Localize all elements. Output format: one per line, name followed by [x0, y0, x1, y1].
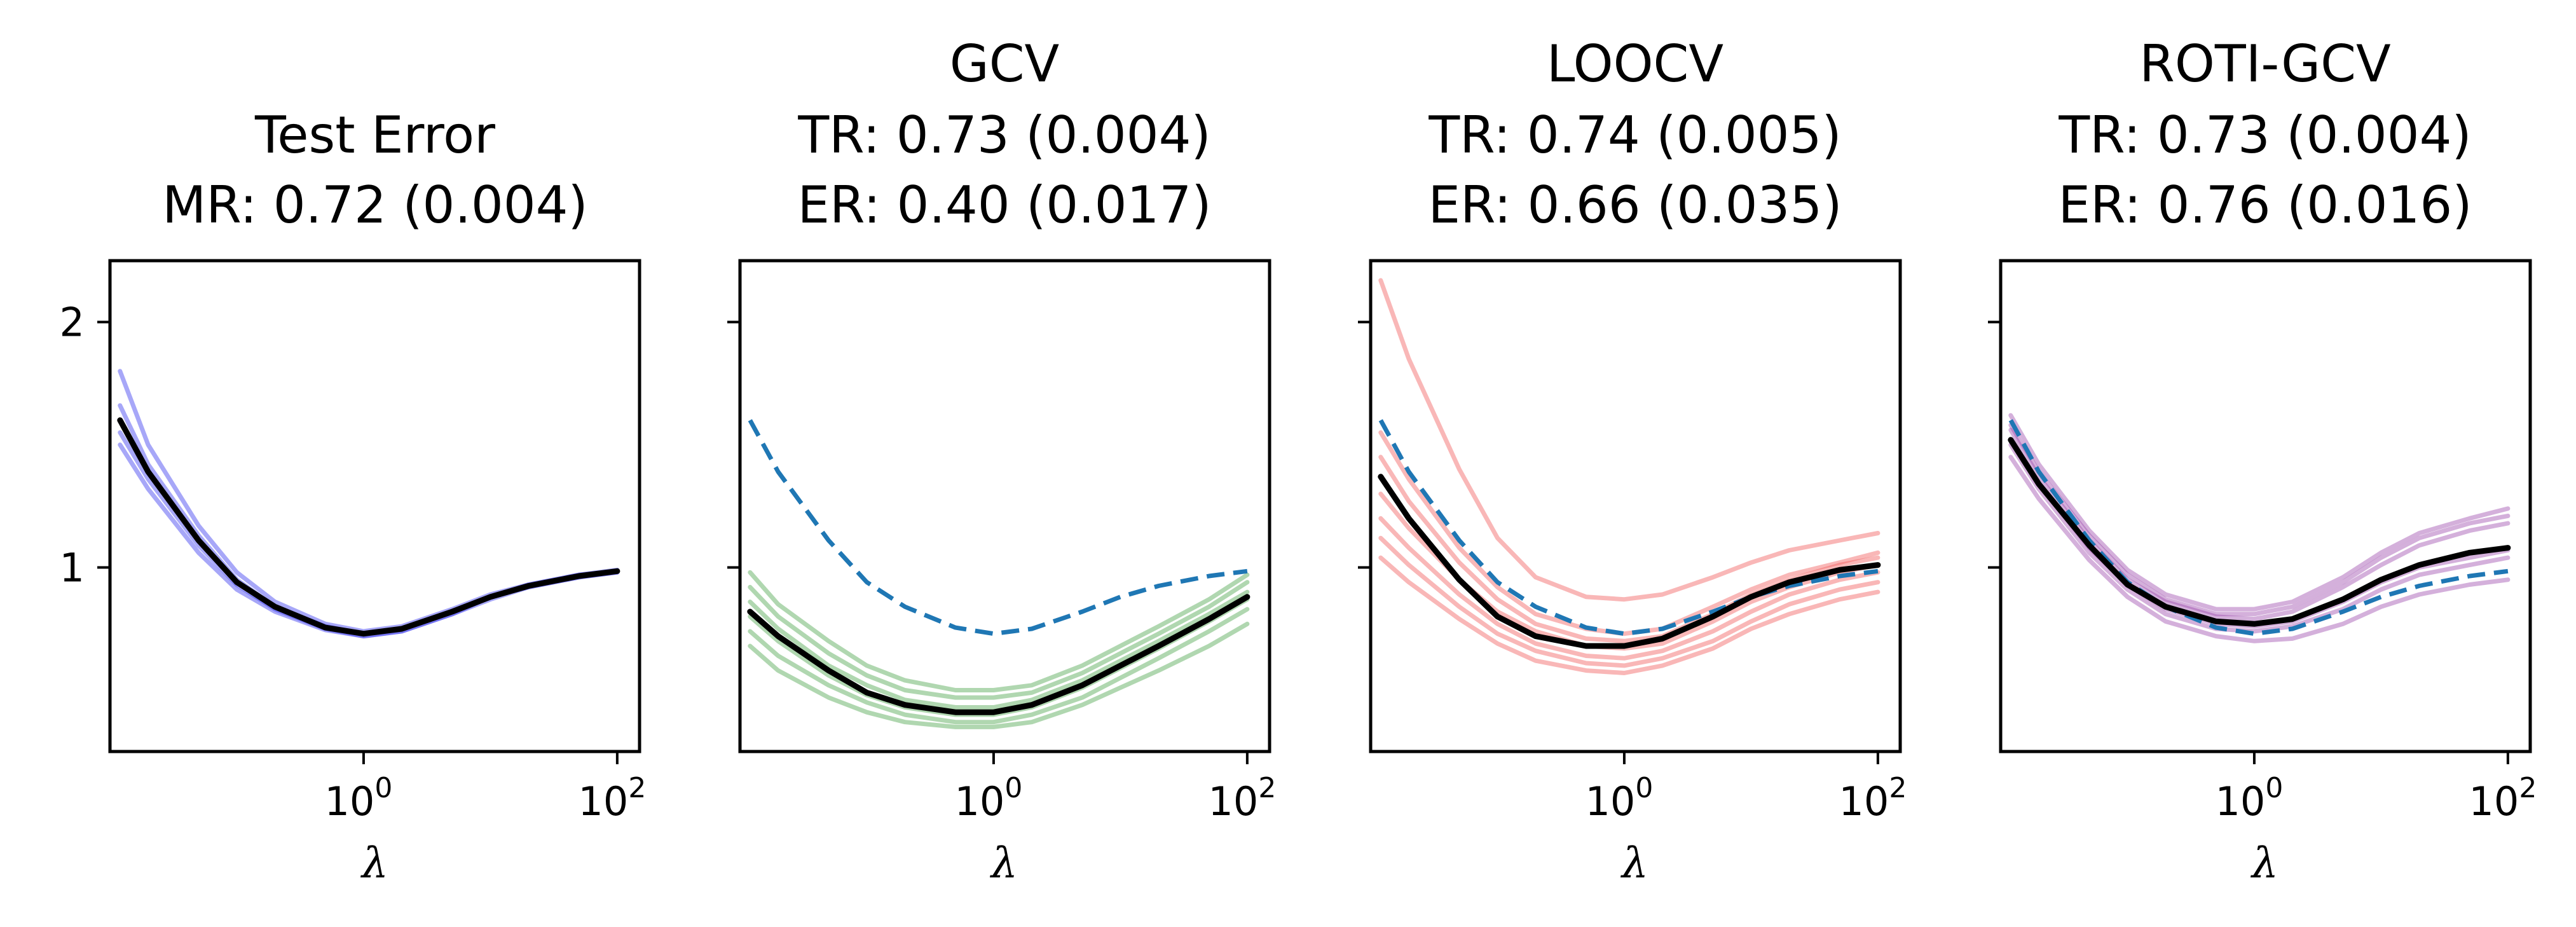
panel-title-line: GCV	[950, 34, 1060, 93]
x-axis-label: λ	[2250, 839, 2278, 888]
panel-title-line: MR: 0.72 (0.004)	[162, 175, 588, 235]
test-error-dashed-line	[748, 419, 1248, 636]
plot-area	[747, 419, 1250, 729]
panel-title-line: TR: 0.74 (0.005)	[1428, 106, 1841, 165]
panel-title-line: Test Error	[254, 106, 495, 165]
average-line	[117, 417, 620, 637]
x-axis-label: λ	[989, 839, 1018, 888]
panel-title-line: ER: 0.66 (0.035)	[1428, 175, 1842, 235]
plot-area	[1378, 278, 1881, 675]
trial-line	[2008, 455, 2511, 643]
axes-frame	[738, 259, 1271, 753]
trial-line	[2008, 413, 2511, 612]
trial-line	[1378, 430, 1881, 636]
panel-title-line: ER: 0.76 (0.016)	[2058, 175, 2472, 235]
trial-line	[748, 580, 1250, 700]
trial-line	[2008, 443, 2511, 634]
x-tick-label: 100	[954, 772, 1022, 825]
x-tick-label: 100	[1585, 772, 1653, 825]
panel-title-line: TR: 0.73 (0.004)	[2058, 106, 2471, 165]
trial-line	[1378, 516, 1881, 661]
panel-title-line: ER: 0.40 (0.017)	[797, 175, 1211, 235]
panel-loocv: LOOCV TR: 0.74 (0.005) ER: 0.66 (0.035) …	[1358, 34, 1907, 888]
test-error-dashed-line	[1378, 419, 1879, 636]
x-axis-label: λ	[1620, 839, 1648, 888]
plot-area	[2008, 413, 2511, 643]
trial-line	[748, 621, 1250, 729]
average-line	[1378, 474, 1881, 649]
x-tick-label: 102	[1208, 772, 1276, 825]
test-error-dashed-line	[2008, 419, 2509, 636]
axes-frame	[1999, 259, 2532, 753]
panel-title-line: LOOCV	[1547, 34, 1724, 93]
y-tick-label: 2	[60, 299, 85, 346]
trial-line	[1378, 535, 1881, 668]
panel-title-line: TR: 0.73 (0.004)	[797, 106, 1210, 165]
panel-roti-gcv: ROTI-GCV TR: 0.73 (0.004) ER: 0.76 (0.01…	[1988, 34, 2537, 888]
panel-title-line: ROTI-GCV	[2139, 34, 2391, 93]
trial-line	[1378, 278, 1881, 602]
plot-area	[117, 369, 620, 639]
trial-line	[1378, 555, 1881, 675]
y-tick-label: 1	[60, 545, 85, 591]
trial-line	[748, 607, 1250, 725]
axes-frame	[108, 259, 641, 753]
trial-line	[748, 589, 1250, 710]
axes-frame	[1369, 259, 1902, 753]
trial-line	[748, 570, 1250, 692]
average-line	[2008, 437, 2511, 627]
x-axis-label: λ	[360, 839, 388, 888]
trial-line	[2008, 423, 2511, 617]
average-line	[747, 594, 1250, 715]
panel-gcv: GCV TR: 0.73 (0.004) ER: 0.40 (0.017) λ …	[727, 34, 1276, 888]
